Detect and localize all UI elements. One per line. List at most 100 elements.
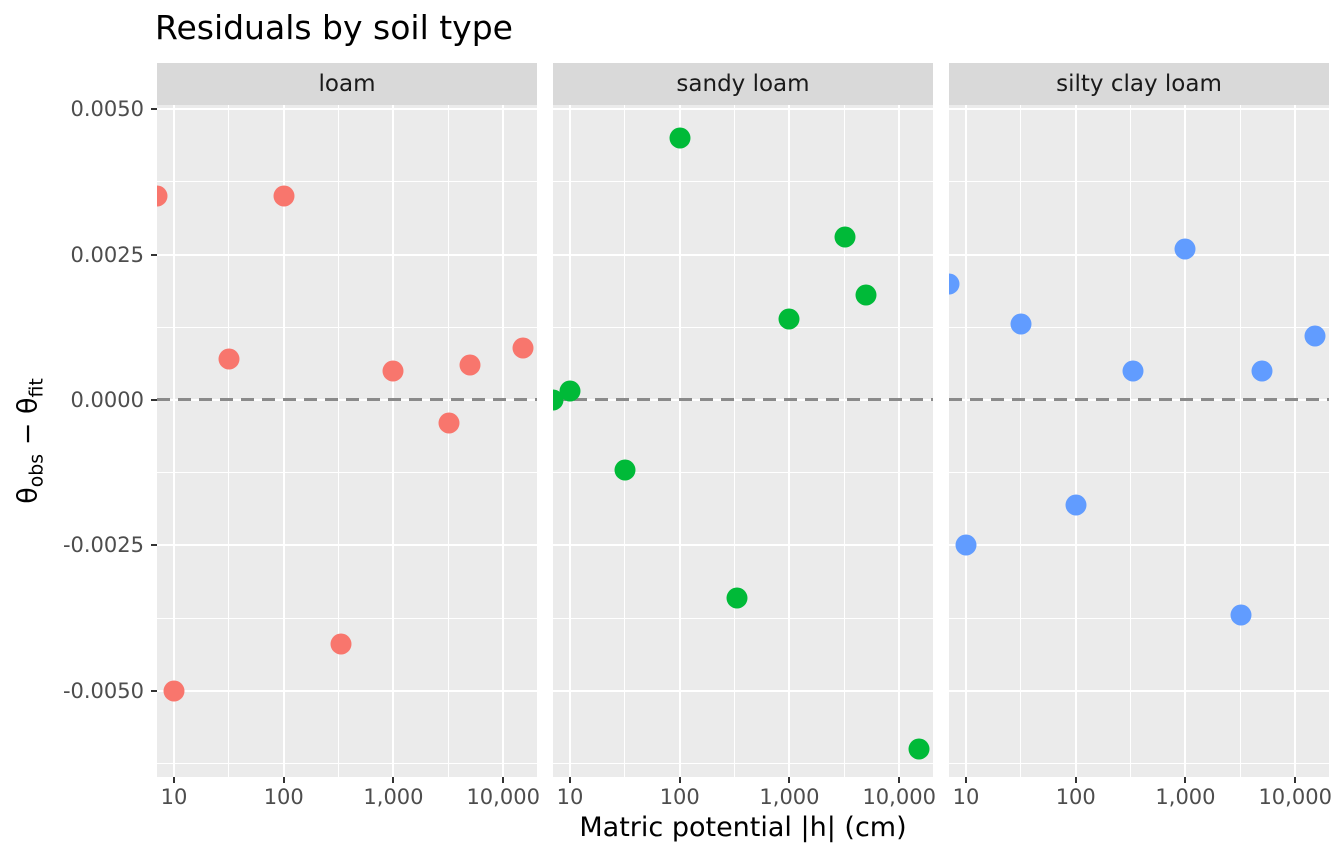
gridline-y-major [949,689,1329,692]
gridline-x-minor [228,105,230,777]
x-tick-mark [392,777,395,783]
facet-panel [553,105,933,777]
data-point [949,273,960,295]
gridline-x-major [502,105,505,777]
data-point [1251,360,1273,382]
plot-title: Residuals by soil type [155,8,513,47]
gridline-x-minor [1239,105,1241,777]
data-point [157,185,168,207]
x-tick-mark [173,777,175,783]
data-point [669,127,691,149]
gridline-x-minor [1130,105,1132,777]
gridline-x-major [392,105,395,777]
gridline-y-minor [157,763,537,765]
data-point [1304,325,1326,347]
y-tick-label: 0.0050 [70,97,144,122]
data-point [834,226,856,248]
x-tick-label: 100 [659,785,700,809]
zero-reference-line [553,398,933,402]
gridline-y-minor [553,617,933,619]
gridline-y-minor [949,617,1329,619]
gridline-y-minor [157,472,537,474]
y-tick-mark [151,253,157,256]
gridline-x-minor [1020,105,1022,777]
x-tick-label: 10 [952,785,980,809]
gridline-x-major [788,105,791,777]
data-point [1010,313,1032,335]
gridline-y-minor [949,763,1329,765]
gridline-y-major [949,544,1329,547]
gridline-x-minor [624,105,626,777]
y-tick-mark [151,398,157,401]
facet-panel [157,105,537,777]
gridline-y-major [157,253,537,256]
gridline-y-major [553,544,933,547]
gridline-y-major [553,689,933,692]
facet-strip: silty clay loam [949,63,1329,105]
gridline-y-minor [949,472,1329,474]
data-point [330,633,352,655]
data-point [726,587,748,609]
y-tick-label: 0.0025 [70,242,144,267]
facet-strip-label: sandy loam [676,71,810,97]
y-tick-label: -0.0025 [62,533,144,558]
gridline-x-major [173,105,175,777]
gridline-x-major [678,105,681,777]
data-point [553,389,564,411]
x-tick-mark [1294,777,1297,783]
y-tick-mark [151,108,157,111]
facet-strip: loam [157,63,537,105]
x-tick-mark [282,777,285,783]
data-point [1065,494,1087,516]
y-tick-label: 0.0000 [70,387,144,412]
gridline-x-minor [447,105,449,777]
data-point [1122,360,1144,382]
x-tick-mark [569,777,571,783]
zero-reference-line [157,398,537,402]
gridline-x-minor [338,105,340,777]
gridline-y-major [553,253,933,256]
data-point [1174,238,1196,260]
gridline-y-major [949,108,1329,111]
data-point [1230,604,1252,626]
data-point [512,337,534,359]
facet-strip-label: loam [318,71,376,97]
facet-panel [949,105,1329,777]
data-point [218,348,240,370]
gridline-y-minor [157,181,537,183]
gridline-y-minor [949,326,1329,328]
gridline-x-major [569,105,571,777]
y-tick-mark [151,689,157,692]
x-tick-mark [898,777,901,783]
gridline-y-minor [553,326,933,328]
x-tick-mark [788,777,791,783]
gridline-y-minor [553,181,933,183]
gridline-y-major [157,544,537,547]
x-tick-label: 10,000 [466,785,540,809]
gridline-x-minor [843,105,845,777]
x-tick-label: 1,000 [759,785,820,809]
gridline-y-major [949,253,1329,256]
gridline-y-minor [553,763,933,765]
x-tick-label: 10 [556,785,584,809]
data-point [438,412,460,434]
minus-sign: − [12,414,44,454]
data-point [382,360,404,382]
gridline-x-major [282,105,285,777]
facet-strip-label: silty clay loam [1056,71,1222,97]
data-point [855,284,877,306]
gridline-x-major [1184,105,1187,777]
data-point [778,308,800,330]
gridline-x-major [898,105,901,777]
facet-strip: sandy loam [553,63,933,105]
x-tick-mark [965,777,967,783]
gridline-y-major [157,689,537,692]
gridline-x-major [1074,105,1077,777]
y-tick-mark [151,544,157,547]
theta-obs-subscript: obs [25,453,48,488]
data-point [459,354,481,376]
data-point [163,680,185,702]
gridline-y-minor [553,472,933,474]
y-tick-label: -0.0050 [62,678,144,703]
